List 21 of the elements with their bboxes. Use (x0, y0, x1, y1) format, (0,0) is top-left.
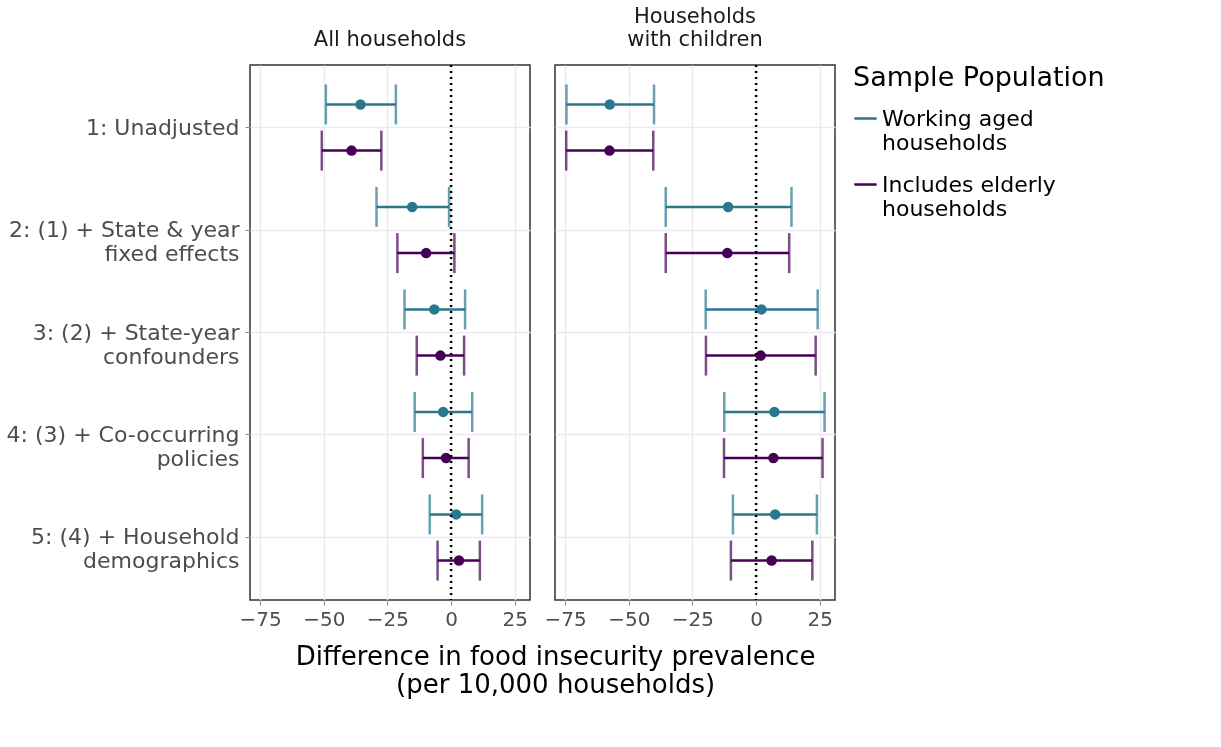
legend-label: Includes elderly households (882, 171, 1056, 221)
x-tick-label: −25 (366, 606, 410, 631)
x-tick-label: 25 (807, 606, 833, 631)
x-tick-label: −50 (608, 606, 651, 631)
y-tick-label: 5: (4) + Household demographics (31, 524, 240, 574)
x-axis-title: Difference in food insecurity prevalence (per 10,000 households) (295, 640, 816, 699)
x-tick-label: −75 (544, 606, 587, 631)
y-tick-label: 4: (3) + Co-occurring policies (6, 421, 240, 471)
legend-title: Sample Population (853, 61, 1105, 92)
x-tick-label: 0 (445, 606, 458, 631)
chart-title: Households with children (627, 3, 763, 51)
legend-label: Working aged households (882, 105, 1034, 155)
y-tick-label: 3: (2) + State-year confounders (32, 319, 241, 369)
x-tick-label: 0 (750, 606, 763, 631)
x-tick-label: −25 (671, 606, 715, 631)
x-tick-label: −75 (239, 606, 282, 631)
x-tick-label: −50 (303, 606, 346, 631)
y-tick-label: 2: (1) + State & year fixed effects (9, 217, 241, 267)
y-tick-label: 1: Unadjusted (85, 114, 240, 140)
x-tick-label: 25 (502, 606, 528, 631)
chart-title: All households (313, 26, 467, 51)
